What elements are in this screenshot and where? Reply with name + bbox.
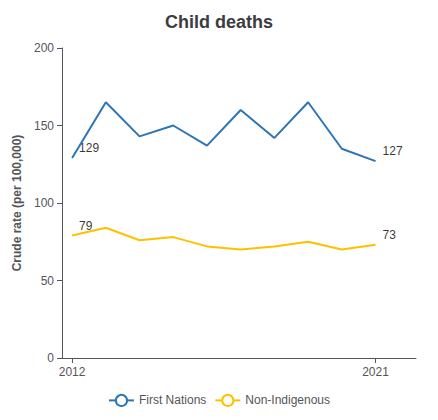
svg-text:First Nations: First Nations — [139, 393, 206, 407]
svg-text:Non-Indigenous: Non-Indigenous — [245, 393, 330, 407]
svg-text:73: 73 — [383, 228, 397, 242]
svg-text:150: 150 — [34, 119, 54, 133]
svg-text:129: 129 — [79, 141, 100, 156]
svg-text:2021: 2021 — [362, 365, 389, 379]
svg-text:0: 0 — [47, 351, 54, 365]
svg-text:50: 50 — [41, 274, 55, 288]
svg-text:127: 127 — [383, 144, 403, 158]
svg-text:Crude rate (per 100,000): Crude rate (per 100,000) — [10, 135, 24, 272]
svg-text:Child deaths: Child deaths — [165, 12, 273, 32]
svg-text:200: 200 — [34, 41, 54, 55]
svg-text:100: 100 — [34, 196, 54, 210]
svg-text:2012: 2012 — [59, 365, 86, 379]
svg-text:79: 79 — [79, 218, 93, 233]
